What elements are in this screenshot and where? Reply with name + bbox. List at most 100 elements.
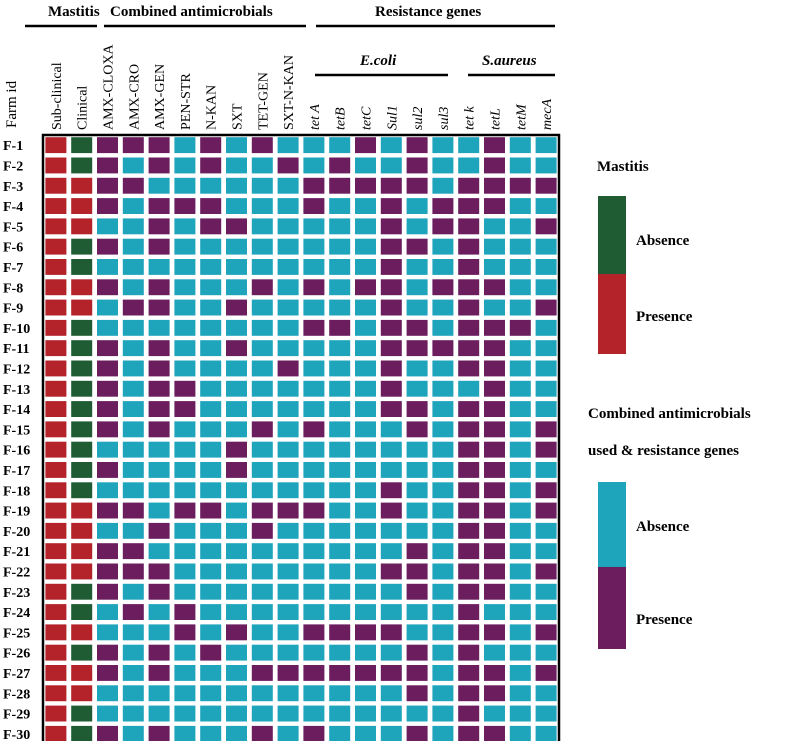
heatmap-cell	[200, 665, 222, 681]
heatmap-cell	[380, 279, 402, 296]
heatmap-cell	[355, 421, 376, 438]
heatmap-cell	[174, 238, 196, 255]
heatmap-cell	[535, 198, 557, 214]
heatmap-cell	[303, 604, 325, 620]
heatmap-cell	[200, 279, 222, 296]
row-label: F-12	[3, 362, 30, 377]
heatmap-cell	[71, 360, 93, 377]
heatmap-cell	[148, 259, 170, 275]
heatmap-cell	[148, 238, 170, 255]
heatmap-cell	[355, 563, 376, 580]
heatmap-cell	[200, 177, 222, 194]
heatmap-cell	[458, 157, 480, 174]
legend-swatch-absence	[598, 482, 626, 567]
heatmap-cell	[97, 502, 118, 519]
heatmap-cell	[45, 685, 67, 702]
heatmap-cell	[303, 543, 325, 560]
heatmap-cell	[277, 319, 299, 336]
heatmap-cell	[71, 279, 93, 296]
heatmap-cell	[122, 157, 144, 174]
heatmap-cell	[277, 340, 299, 357]
heatmap-cell	[432, 482, 454, 499]
heatmap-cell	[45, 583, 67, 600]
legend-swatch-presence	[598, 274, 626, 354]
heatmap-cell	[458, 502, 480, 519]
heatmap-cell	[122, 198, 144, 214]
heatmap-cell	[406, 604, 428, 620]
heatmap-cell	[97, 685, 118, 702]
heatmap-cell	[226, 604, 247, 620]
heatmap-cell	[484, 299, 505, 316]
heatmap-cell	[406, 502, 428, 519]
heatmap-cell	[148, 583, 170, 600]
heatmap-cell	[97, 279, 118, 296]
heatmap-cell	[200, 604, 222, 620]
heatmap-cell	[406, 177, 428, 194]
heatmap-cell	[277, 157, 299, 174]
heatmap-cell	[432, 238, 454, 255]
heatmap-cell	[380, 259, 402, 275]
row-label: F-23	[3, 586, 30, 601]
legend-mastitis-title: Mastitis	[597, 159, 649, 175]
heatmap-cell	[535, 482, 557, 499]
heatmap-cell	[432, 299, 454, 316]
heatmap-cell	[97, 340, 118, 357]
heatmap-cell	[509, 644, 531, 661]
heatmap-cell	[432, 624, 454, 641]
column-label: Clinical	[76, 86, 91, 130]
heatmap-cell	[380, 522, 402, 539]
heatmap-cell	[509, 137, 531, 154]
heatmap-cell	[303, 502, 325, 519]
heatmap-cell	[458, 177, 480, 194]
heatmap-cell	[71, 441, 93, 458]
heatmap-cell	[200, 319, 222, 336]
heatmap-cell	[303, 421, 325, 438]
heatmap-cell	[200, 421, 222, 438]
heatmap-cell	[226, 502, 247, 519]
heatmap-cell	[71, 218, 93, 235]
subgroup-header: S.aureus	[482, 53, 537, 69]
heatmap-cell	[329, 705, 351, 722]
row-label: F-13	[3, 383, 30, 398]
column-label: Sul1	[385, 105, 400, 130]
heatmap-cell	[122, 644, 144, 661]
heatmap-cell	[148, 177, 170, 194]
heatmap-cell	[329, 279, 351, 296]
heatmap-cell	[355, 543, 376, 560]
heatmap-cell	[406, 319, 428, 336]
heatmap-cell	[303, 380, 325, 397]
heatmap-cell	[484, 665, 505, 681]
heatmap-cell	[200, 563, 222, 580]
heatmap-cell	[45, 624, 67, 641]
heatmap-cell	[509, 279, 531, 296]
heatmap-cell	[432, 319, 454, 336]
row-label: F-9	[3, 302, 23, 317]
heatmap-cell	[148, 441, 170, 458]
heatmap-cell	[432, 401, 454, 417]
heatmap-cell	[458, 583, 480, 600]
heatmap-cell	[148, 563, 170, 580]
heatmap-cell	[277, 685, 299, 702]
heatmap-cell	[226, 177, 247, 194]
heatmap-cell	[432, 685, 454, 702]
heatmap-cell	[303, 259, 325, 275]
heatmap-cell	[509, 725, 531, 741]
heatmap-cell	[509, 380, 531, 397]
heatmap-cell	[122, 340, 144, 357]
heatmap-cell	[380, 421, 402, 438]
heatmap-cell	[329, 259, 351, 275]
heatmap-cell	[535, 218, 557, 235]
heatmap-cell	[406, 401, 428, 417]
heatmap-cell	[535, 177, 557, 194]
heatmap-cell	[251, 177, 273, 194]
heatmap-cell	[458, 725, 480, 741]
heatmap-cell	[355, 198, 376, 214]
heatmap-cell	[174, 421, 196, 438]
heatmap-cell	[406, 725, 428, 741]
subgroup-header: E.coli	[359, 53, 397, 69]
heatmap-cell	[226, 259, 247, 275]
heatmap-cell	[45, 401, 67, 417]
heatmap-cell	[251, 583, 273, 600]
heatmap-cell	[535, 502, 557, 519]
heatmap-cell	[174, 259, 196, 275]
